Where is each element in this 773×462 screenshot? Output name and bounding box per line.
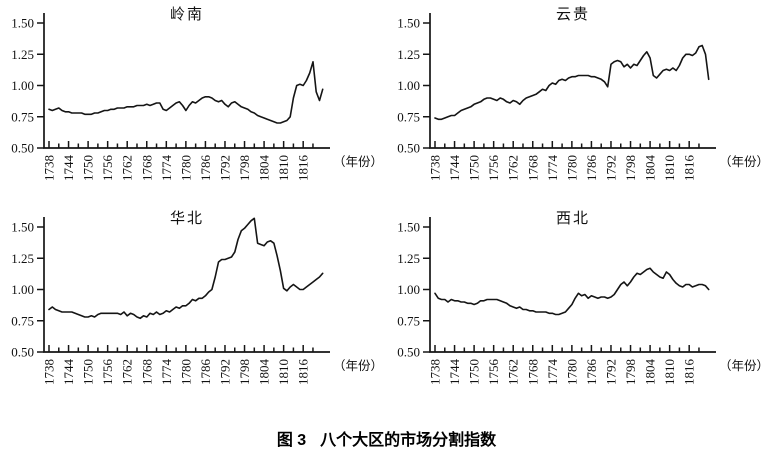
svg-text:0.75: 0.75 [397,109,420,124]
svg-text:1750: 1750 [81,359,96,385]
svg-text:1.25: 1.25 [11,47,34,62]
svg-text:（年份）: （年份） [719,359,769,373]
svg-text:1738: 1738 [428,359,443,385]
subplot-title-xibei: 西北 [555,211,590,227]
svg-text:1.00: 1.00 [397,78,420,93]
svg-text:1750: 1750 [467,359,482,385]
subplot-yungui: 云贵 0.50 0.75 1.00 1.25 1.50 1738 1744 1750 1756 1… [386,2,773,206]
figure-grid: 岭南 0.50 0.75 1.00 1.25 1.50 1738 1744 1750 1756 1… [0,2,773,410]
svg-text:1768: 1768 [139,155,154,181]
svg-text:1774: 1774 [159,359,174,386]
svg-text:1798: 1798 [237,155,252,181]
svg-text:1750: 1750 [81,155,96,181]
svg-text:0.50: 0.50 [397,345,420,360]
svg-text:1762: 1762 [120,359,135,385]
svg-text:1.50: 1.50 [397,220,420,235]
svg-text:1774: 1774 [545,359,560,386]
svg-text:1756: 1756 [100,359,115,386]
svg-text:1786: 1786 [584,155,599,182]
svg-text:1762: 1762 [120,155,135,181]
line-chart-xibei: 0.50 0.75 1.00 1.25 1.50 1738 1744 1750 1756 1762… [397,217,769,386]
svg-text:1738: 1738 [42,155,57,181]
svg-text:1.25: 1.25 [397,251,420,266]
figure-caption: 图 3 八个大区的市场分割指数 [0,426,773,450]
svg-text:1792: 1792 [603,359,618,385]
svg-text:1810: 1810 [662,359,677,385]
svg-text:1810: 1810 [276,359,291,385]
svg-text:0.50: 0.50 [11,141,34,156]
svg-text:1804: 1804 [643,359,658,386]
line-chart-yungui: 0.50 0.75 1.00 1.25 1.50 1738 1744 1750 1756 1762… [397,13,769,182]
svg-text:（年份）: （年份） [719,155,769,169]
svg-text:1.25: 1.25 [397,47,420,62]
svg-text:1804: 1804 [257,359,272,386]
svg-text:1.50: 1.50 [11,220,34,235]
svg-text:0.50: 0.50 [397,141,420,156]
svg-text:1798: 1798 [623,155,638,181]
svg-text:1792: 1792 [603,155,618,181]
svg-text:1816: 1816 [296,359,311,386]
svg-text:1738: 1738 [42,359,57,385]
svg-text:1762: 1762 [506,359,521,385]
svg-text:1744: 1744 [61,155,76,182]
subplot-title-lingnan: 岭南 [169,7,204,23]
subplot-lingnan: 岭南 0.50 0.75 1.00 1.25 1.50 1738 1744 1750 1756 1… [0,2,386,206]
svg-text:1804: 1804 [643,155,658,182]
svg-text:0.75: 0.75 [11,313,34,328]
svg-text:1.00: 1.00 [11,78,34,93]
svg-text:0.50: 0.50 [11,345,34,360]
figure-title: 八个大区的市场分割指数 [320,432,497,449]
svg-text:1774: 1774 [159,155,174,182]
svg-text:1780: 1780 [564,155,579,181]
svg-text:1774: 1774 [545,155,560,182]
svg-text:1786: 1786 [198,359,213,386]
svg-text:1768: 1768 [139,359,154,385]
svg-text:1.00: 1.00 [397,282,420,297]
svg-text:1792: 1792 [217,155,232,181]
subplot-xibei: 西北 0.50 0.75 1.00 1.25 1.50 1738 1744 1750 1756 1… [386,206,773,410]
svg-text:1768: 1768 [525,155,540,181]
svg-text:1756: 1756 [486,359,501,386]
svg-text:1756: 1756 [486,155,501,182]
subplot-title-yungui: 云贵 [555,7,590,23]
svg-text:1786: 1786 [198,155,213,182]
subplot-title-huabei: 华北 [169,211,204,227]
svg-text:1786: 1786 [584,359,599,386]
svg-text:1816: 1816 [682,359,697,386]
svg-text:1816: 1816 [682,155,697,182]
svg-text:1780: 1780 [178,359,193,385]
svg-text:1744: 1744 [447,359,462,386]
svg-text:1744: 1744 [447,155,462,182]
svg-text:（年份）: （年份） [333,155,383,169]
svg-text:1756: 1756 [100,155,115,182]
svg-text:1750: 1750 [467,155,482,181]
svg-text:1798: 1798 [237,359,252,385]
svg-text:1768: 1768 [525,359,540,385]
svg-text:（年份）: （年份） [333,359,383,373]
svg-text:1804: 1804 [257,155,272,182]
svg-text:1810: 1810 [276,155,291,181]
svg-text:1.25: 1.25 [11,251,34,266]
svg-text:1738: 1738 [428,155,443,181]
svg-text:1780: 1780 [178,155,193,181]
figure-number: 图 3 [276,432,307,449]
svg-text:1816: 1816 [296,155,311,182]
subplot-huabei: 华北 0.50 0.75 1.00 1.25 1.50 1738 1744 1750 1756 1… [0,206,386,410]
svg-text:1792: 1792 [217,359,232,385]
line-chart-lingnan: 0.50 0.75 1.00 1.25 1.50 1738 1744 1750 1756 1762… [11,13,383,182]
svg-text:0.75: 0.75 [397,313,420,328]
svg-text:0.75: 0.75 [11,109,34,124]
svg-text:1.00: 1.00 [11,282,34,297]
svg-text:1744: 1744 [61,359,76,386]
svg-text:1.50: 1.50 [11,16,34,31]
svg-text:1.50: 1.50 [397,16,420,31]
line-chart-huabei: 0.50 0.75 1.00 1.25 1.50 1738 1744 1750 1756 1762… [11,217,383,386]
svg-text:1780: 1780 [564,359,579,385]
svg-text:1810: 1810 [662,155,677,181]
svg-text:1798: 1798 [623,359,638,385]
svg-text:1762: 1762 [506,155,521,181]
